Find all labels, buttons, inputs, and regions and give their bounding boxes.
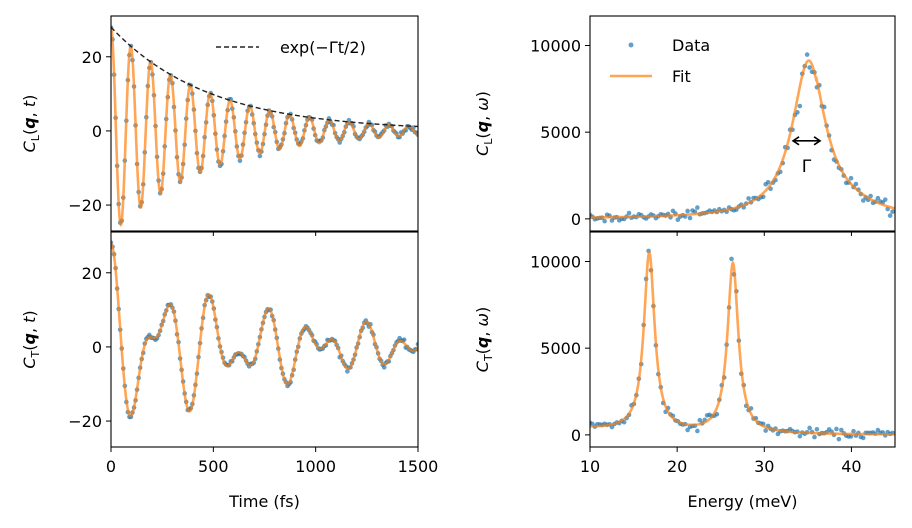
data-point (890, 209, 895, 214)
data-point (797, 433, 803, 439)
data-point (257, 153, 263, 159)
gamma-arrow-head-left (791, 136, 800, 146)
data-point (415, 341, 418, 347)
legend-label-data: Data (672, 36, 710, 55)
panel-tr: Γ 0 5000 10000 CL(q, ω) Data Fit (473, 15, 896, 236)
data-point (860, 198, 866, 203)
plot-area-bl (111, 240, 418, 420)
fit-line (111, 26, 418, 228)
x-axis-label: Time (fs) (228, 492, 300, 511)
data-point (765, 179, 771, 185)
data-point (602, 218, 607, 224)
data-point (695, 428, 700, 434)
y-tick-label: 10000 (530, 252, 581, 271)
data-point (237, 158, 243, 164)
x-tick-label: 1500 (398, 457, 439, 476)
data-point (345, 369, 350, 374)
data-series (590, 52, 895, 224)
data-point (848, 434, 854, 439)
data-point (697, 417, 703, 423)
axes-frame (589, 231, 896, 448)
data-point (814, 426, 820, 432)
x-tick-label: 500 (198, 457, 229, 476)
y-axis-label: CL(q, t) (20, 95, 42, 153)
gamma-annotation: Γ (791, 136, 822, 177)
y-tick-label: 20 (82, 48, 102, 67)
y-tick-label: 0 (92, 122, 102, 141)
data-series (111, 240, 418, 420)
fit-line (111, 242, 418, 418)
y-tick-label: 5000 (540, 339, 581, 358)
panel-br: 10 20 30 40 0 5000 10000 CT(q, ω) Energy (meV) (473, 231, 896, 511)
data-point (695, 205, 700, 210)
x-axis-label: Energy (meV) (688, 492, 798, 511)
data-point (860, 435, 866, 441)
data-point (853, 181, 859, 187)
panel-bl: 0 500 1000 1500 −20 0 20 CT(q, t) Time (fs) (20, 231, 439, 511)
data-point (875, 195, 881, 201)
legend-label-envelope: exp(−Γt/2) (280, 38, 366, 57)
data-point (812, 434, 817, 440)
data-point (882, 197, 888, 202)
plot-area-br (590, 248, 895, 442)
data-point (887, 213, 893, 218)
data-series (590, 248, 895, 442)
data-point (729, 256, 734, 262)
data-point (797, 103, 803, 109)
data-point (848, 175, 854, 181)
x-tick-label: 10 (580, 457, 600, 476)
data-point (836, 436, 842, 442)
plot-area-tl (111, 25, 418, 228)
data-point (807, 65, 812, 70)
legend-label-fit: Fit (672, 67, 691, 86)
y-tick-label: −20 (68, 412, 102, 431)
data-point (685, 208, 690, 214)
legend: Data Fit (610, 36, 710, 86)
x-tick-label: 20 (667, 457, 687, 476)
data-point (687, 215, 693, 221)
data-point (807, 425, 812, 431)
envelope-line (111, 26, 418, 128)
panel-tl: −20 0 20 CL(q, t) exp(−Γt/2) (20, 15, 419, 236)
data-point (746, 196, 751, 201)
axes-frame (110, 15, 419, 232)
y-tick-label: 5000 (540, 123, 581, 142)
legend-swatch-data (628, 42, 634, 48)
x-tick-label: 30 (754, 457, 774, 476)
data-point (804, 52, 810, 57)
axes-frame (589, 15, 896, 232)
x-tick-label: 0 (106, 457, 116, 476)
fit-line (590, 249, 895, 436)
gamma-arrow-head-right (813, 136, 822, 146)
y-axis-label: CT(q, t) (20, 310, 42, 368)
x-tick-label: 1000 (295, 457, 336, 476)
y-tick-label: 0 (92, 338, 102, 357)
y-tick-label: 0 (571, 426, 581, 445)
plot-area-tr (590, 52, 895, 224)
y-tick-label: 0 (571, 210, 581, 229)
data-point (839, 427, 844, 433)
data-point (834, 426, 839, 432)
y-tick-label: −20 (68, 196, 102, 215)
axes-frame (110, 231, 419, 448)
y-axis-label: CT(q, ω) (473, 307, 495, 372)
legend: exp(−Γt/2) (216, 38, 366, 57)
fit-line (590, 59, 895, 219)
data-point (626, 210, 632, 216)
y-axis-label: CL(q, ω) (473, 91, 495, 156)
x-tick-label: 40 (841, 457, 861, 476)
data-point (685, 427, 690, 433)
gamma-label: Γ (802, 157, 812, 177)
data-point (381, 365, 387, 370)
y-tick-label: 10000 (530, 36, 581, 55)
y-tick-label: 20 (82, 264, 102, 283)
data-point (763, 428, 768, 433)
data-point (851, 428, 856, 434)
